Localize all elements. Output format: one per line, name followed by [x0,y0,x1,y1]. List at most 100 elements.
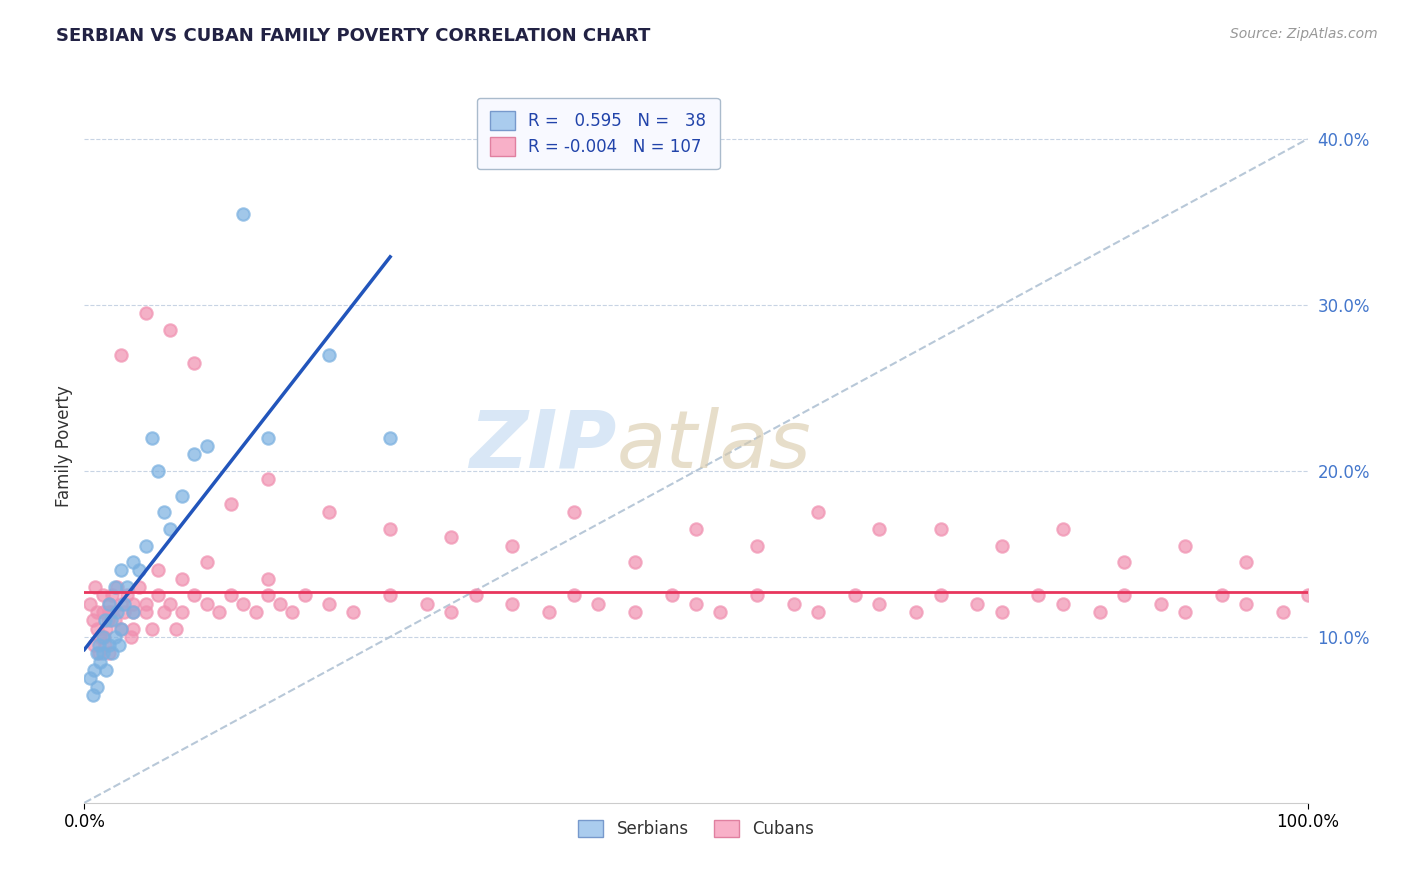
Point [87,647,110,661]
Point [122,555,145,569]
Point [97,605,120,619]
Point [97,597,120,611]
Point [112,605,135,619]
Point [440,605,463,619]
Point [342,605,364,619]
Point [991,539,1014,553]
Point [110,622,132,636]
Point [86,680,108,694]
Point [624,555,647,569]
Point [562,588,585,602]
Point [101,588,124,602]
Point [538,605,561,619]
Point [135,306,157,320]
Point [153,605,176,619]
Point [83,638,105,652]
Point [807,505,830,519]
Point [1052,597,1074,611]
Y-axis label: Family Poverty: Family Poverty [55,385,73,507]
Point [79,597,101,611]
Point [807,605,830,619]
Point [586,597,609,611]
Point [100,605,122,619]
Point [966,597,988,611]
Point [105,605,128,619]
Point [1174,539,1197,553]
Point [502,539,524,553]
Point [624,605,647,619]
Point [122,605,145,619]
Point [100,613,122,627]
Point [101,647,124,661]
Point [79,671,101,685]
Point [141,622,163,636]
Point [257,588,280,602]
Point [195,597,218,611]
Point [905,605,928,619]
Point [1150,597,1173,611]
Point [141,431,163,445]
Point [318,348,340,362]
Point [128,580,150,594]
Point [257,572,280,586]
Point [97,613,120,627]
Point [1211,588,1233,602]
Point [869,597,891,611]
Point [232,207,254,221]
Point [502,597,524,611]
Legend: Serbians, Cubans: Serbians, Cubans [571,813,821,845]
Point [97,597,120,611]
Point [416,597,439,611]
Point [91,647,114,661]
Point [844,588,866,602]
Point [183,356,205,370]
Text: Source: ZipAtlas.com: Source: ZipAtlas.com [1230,27,1378,41]
Point [146,564,169,578]
Point [661,588,683,602]
Point [440,530,463,544]
Point [257,431,280,445]
Point [1296,588,1319,602]
Point [281,605,304,619]
Point [159,323,181,337]
Point [183,588,205,602]
Point [120,630,142,644]
Point [1114,588,1136,602]
Point [380,431,402,445]
Point [122,622,145,636]
Point [96,663,118,677]
Point [245,605,267,619]
Point [1114,555,1136,569]
Point [232,597,254,611]
Point [709,605,731,619]
Point [82,613,104,627]
Point [96,622,118,636]
Point [869,522,891,536]
Point [104,580,127,594]
Point [146,588,169,602]
Point [82,688,104,702]
Text: atlas: atlas [616,407,811,485]
Point [135,597,157,611]
Point [94,638,117,652]
Point [1236,555,1258,569]
Point [294,588,316,602]
Point [135,539,157,553]
Text: SERBIAN VS CUBAN FAMILY POVERTY CORRELATION CHART: SERBIAN VS CUBAN FAMILY POVERTY CORRELAT… [56,27,651,45]
Point [89,630,111,644]
Point [195,439,218,453]
Point [269,597,291,611]
Point [86,647,108,661]
Point [91,588,114,602]
Point [257,472,280,486]
Text: ZIP: ZIP [470,407,616,485]
Point [159,597,181,611]
Point [183,447,205,461]
Point [104,613,127,627]
Point [991,605,1014,619]
Point [929,588,952,602]
Point [110,348,132,362]
Point [929,522,952,536]
Point [122,605,145,619]
Point [91,630,114,644]
